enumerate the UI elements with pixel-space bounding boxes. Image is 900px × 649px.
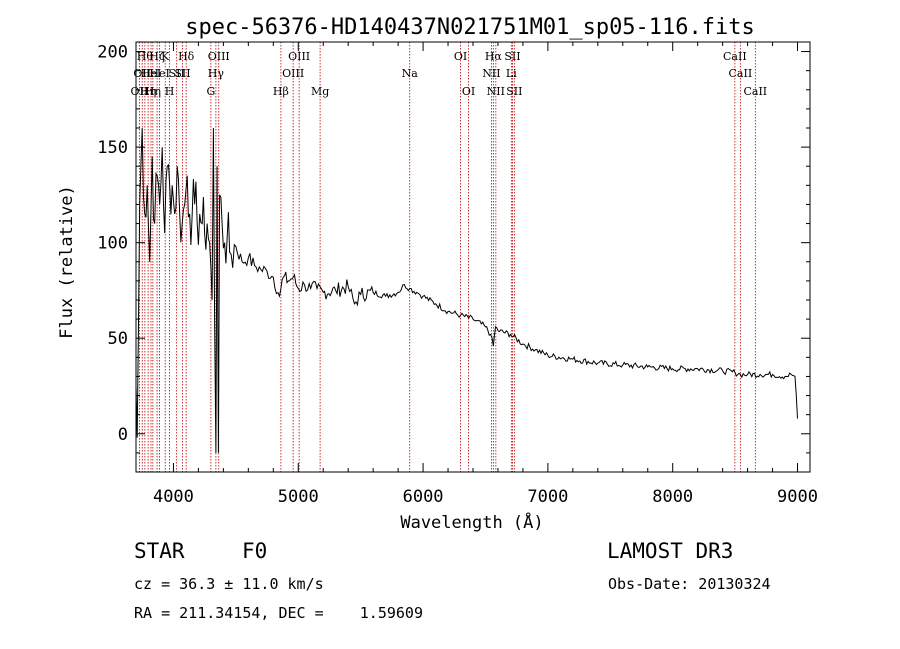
line-label: Li bbox=[506, 67, 517, 80]
y-tick-label: 200 bbox=[97, 43, 128, 63]
line-label: OI bbox=[454, 50, 467, 63]
line-label: OIII bbox=[282, 67, 304, 80]
x-axis-label: Wavelength (Å) bbox=[400, 511, 543, 533]
line-label: HeI bbox=[141, 67, 161, 80]
line-label: CaII bbox=[729, 67, 753, 80]
line-label: CaII bbox=[723, 50, 747, 63]
line-label: G bbox=[206, 85, 215, 98]
y-tick-label: 0 bbox=[118, 425, 128, 445]
object-class: STAR bbox=[134, 539, 185, 563]
line-label: Hβ bbox=[273, 85, 289, 98]
y-tick-label: 150 bbox=[97, 138, 128, 158]
line-label: Hα bbox=[485, 50, 503, 63]
line-label: SII bbox=[169, 67, 185, 80]
x-tick-label: 6000 bbox=[403, 487, 444, 507]
line-label: Hδ bbox=[178, 50, 195, 63]
line-label: Hη bbox=[145, 85, 161, 98]
x-tick-label: 9000 bbox=[777, 487, 818, 507]
x-tick-label: 5000 bbox=[278, 487, 319, 507]
subclass: F0 bbox=[242, 539, 268, 563]
line-label: H bbox=[165, 85, 175, 98]
x-axis-ticks: 4000 5000 6000 7000 8000 9000 bbox=[153, 42, 818, 507]
line-label: CaII bbox=[743, 85, 767, 98]
plot-frame bbox=[135, 41, 811, 473]
x-tick-label: 7000 bbox=[527, 487, 568, 507]
line-label: HeI bbox=[149, 67, 169, 80]
observation-date: Obs-Date: 20130324 bbox=[608, 575, 771, 593]
chart-title: spec-56376-HD140437N021751M01_sp05-116.f… bbox=[185, 15, 755, 40]
line-label: Hγ bbox=[208, 67, 225, 80]
line-label: Hη bbox=[140, 85, 156, 98]
y-tick-label: 100 bbox=[97, 234, 128, 254]
line-label: OIII bbox=[288, 50, 310, 63]
x-tick-label: 8000 bbox=[652, 487, 693, 507]
coordinates: RA = 211.34154, DEC = 1.59609 bbox=[134, 604, 423, 622]
line-label: OI bbox=[462, 85, 475, 98]
line-label: OIII bbox=[208, 50, 230, 63]
line-label: NII bbox=[487, 85, 505, 98]
line-label: Na bbox=[402, 67, 419, 80]
spectrum-line bbox=[135, 127, 798, 453]
y-tick-label: 50 bbox=[108, 329, 128, 349]
line-label: SII bbox=[174, 67, 190, 80]
line-label: Mg bbox=[311, 85, 329, 98]
line-label: SII bbox=[504, 50, 520, 63]
redshift-velocity: cz = 36.3 ± 11.0 km/s bbox=[134, 575, 324, 593]
spectral-line-markers bbox=[138, 42, 756, 472]
line-label: NII bbox=[482, 67, 500, 80]
line-label: Hθ bbox=[137, 50, 154, 63]
line-label: SII bbox=[506, 85, 522, 98]
y-axis-ticks: 0 50 100 150 200 bbox=[97, 43, 810, 454]
x-tick-label: 4000 bbox=[153, 487, 194, 507]
y-axis-label: Flux (relative) bbox=[57, 185, 77, 339]
line-label: OII bbox=[131, 85, 149, 98]
survey-name: LAMOST DR3 bbox=[607, 539, 734, 563]
spectral-line-labels: OIIOIIHθHηHeIHηHζHeIKHSIISIIHδGHγOIIIHβO… bbox=[131, 50, 768, 98]
line-label: K bbox=[161, 50, 170, 63]
line-label: Hζ bbox=[149, 50, 165, 63]
